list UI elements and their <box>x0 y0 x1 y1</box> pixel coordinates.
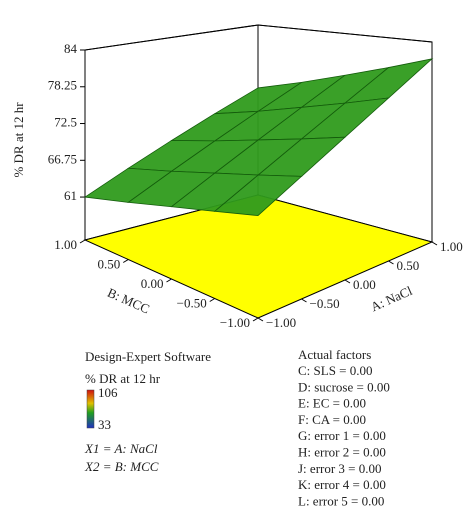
factor-item: E: EC = 0.00 <box>298 396 366 411</box>
y-tick-label: 0.50 <box>98 256 121 271</box>
x-tick-label: −1.00 <box>266 315 296 330</box>
y-tick-label: 0.00 <box>141 276 164 291</box>
factor-item: D: sucrose = 0.00 <box>298 379 390 394</box>
factor-item: C: SLS = 0.00 <box>298 363 373 378</box>
x-tick <box>388 260 394 265</box>
y-tick-label: 1.00 <box>54 237 77 252</box>
x-tick-label: 0.00 <box>353 277 376 292</box>
x-tick-label: −0.50 <box>310 296 340 311</box>
x-tick <box>431 241 438 246</box>
z-tick-label: 66.75 <box>48 151 77 166</box>
y-tick-label: −0.50 <box>177 295 207 310</box>
factor-item: G: error 1 = 0.00 <box>298 428 386 443</box>
plot-area: 61 66.75 72.5 78.25 84 −1.00 −0.50 0.00 0.50 1.00… <box>48 24 463 330</box>
colorbar <box>86 389 95 429</box>
legend-response: % DR at 12 hr <box>85 371 161 386</box>
x-tick-label: 0.50 <box>397 258 420 273</box>
colorbar-min: 33 <box>98 417 111 432</box>
legend-software: Design-Expert Software <box>85 349 211 364</box>
factors-list: C: SLS = 0.00D: sucrose = 0.00 E: EC = 0.… <box>298 363 390 508</box>
z-tick-label: 61 <box>64 188 77 203</box>
z-axis-title: % DR at 12 hr <box>11 102 26 178</box>
box-top <box>84 24 433 51</box>
y-tick <box>122 259 129 263</box>
y-tick <box>166 278 172 283</box>
factors-title: Actual factors <box>298 347 371 362</box>
y-tick <box>252 317 259 322</box>
legend-x2: X2 = B: MCC <box>84 459 159 474</box>
legend-x1: X1 = A: NaCl <box>84 441 158 456</box>
surface-patch <box>213 174 303 217</box>
x-tick <box>257 317 264 322</box>
z-tick-label: 72.5 <box>54 115 77 130</box>
x-tick <box>344 279 351 284</box>
y-tick-label: −1.00 <box>220 315 250 330</box>
colorbar-max: 106 <box>98 385 118 400</box>
z-tick-label: 84 <box>64 41 78 56</box>
factor-item: H: error 2 = 0.00 <box>298 444 386 459</box>
x-tick-label: 1.00 <box>440 239 463 254</box>
factor-item: K: error 4 = 0.00 <box>298 477 386 492</box>
factor-item: L: error 5 = 0.00 <box>298 493 384 508</box>
z-tick-label: 78.25 <box>48 78 77 93</box>
y-tick <box>79 239 86 244</box>
factor-item: F: CA = 0.00 <box>298 412 366 427</box>
x-tick <box>301 298 307 303</box>
y-tick <box>209 298 216 302</box>
factor-item: J: error 3 = 0.00 <box>298 461 382 476</box>
